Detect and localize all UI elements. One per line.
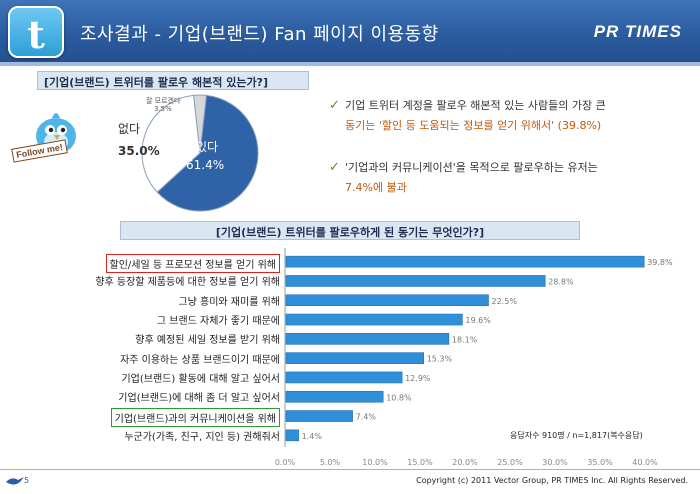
pie-slices xyxy=(141,94,259,212)
bar xyxy=(285,333,450,345)
x-tick-label: 10.0% xyxy=(362,458,388,467)
bar-value-label: 7.4% xyxy=(356,413,377,422)
category-label: 기업(브랜드) 활동에 대해 알고 싶어서 xyxy=(121,373,280,385)
page-number: 5 xyxy=(24,476,30,485)
pie-slice xyxy=(193,94,207,154)
bar-value-label: 39.8% xyxy=(647,258,673,267)
x-tick-label: 15.0% xyxy=(407,458,433,467)
check-icon: ✓ xyxy=(329,98,340,113)
category-label: 향후 예정된 세일 정보를 받기 위해 xyxy=(135,335,280,347)
note-2: ✓ '기업과의 커뮤니케이션'을 목적으로 팔로우하는 유저는 7.4%에 불과 xyxy=(329,158,598,198)
header-divider xyxy=(0,62,700,66)
x-tick-label: 30.0% xyxy=(542,458,568,467)
bar-value-label: 10.8% xyxy=(386,393,412,402)
pie-value-yes: 61.4% xyxy=(186,158,225,172)
bar-value-label: 1.4% xyxy=(302,432,323,441)
category-label: 기업(브랜드)에 대해 좀 더 알고 싶어서 xyxy=(118,393,280,405)
bar-value-label: 28.8% xyxy=(548,277,574,286)
check-icon: ✓ xyxy=(329,160,340,175)
category-label: 자주 이용하는 상품 브랜드이기 때문에 xyxy=(120,354,280,366)
category-label: 할인/세일 등 프로모션 정보를 얻기 위해 xyxy=(105,254,280,273)
category-label: 누군가(가족, 친구, 지인 등) 권해줘서 xyxy=(124,431,280,443)
page-title: 조사결과 - 기업(브랜드) Fan 페이지 이용동향 xyxy=(80,24,439,45)
category-label: 기업(브랜드)과의 커뮤니케이션을 위해 xyxy=(110,408,280,428)
header-band xyxy=(0,0,700,62)
note-1: ✓ 기업 트위터 계정을 팔로우 해본적 있는 사람들의 가장 큰 동기는 '할… xyxy=(329,96,606,136)
x-tick-label: 35.0% xyxy=(587,458,613,467)
twitter-logo-icon: t xyxy=(8,6,64,58)
pie-value-no: 35.0% xyxy=(118,144,160,158)
note-2-line1: '기업과의 커뮤니케이션'을 목적으로 팔로우하는 유저는 xyxy=(345,161,598,174)
motivation-bar-chart: 39.8% 28.8% 22.5% 19.6% 18.1% 15.3% 12.9% 10.8%… xyxy=(0,240,700,468)
bar-value-label: 19.6% xyxy=(465,316,491,325)
x-tick-label: 25.0% xyxy=(497,458,523,467)
pie-value-unknown: 3.5% xyxy=(154,105,172,113)
x-tick-label: 5.0% xyxy=(320,458,341,467)
twitter-logo-letter: t xyxy=(27,12,45,57)
copyright-text: Copyright (c) 2011 Vector Group, PR TIME… xyxy=(416,476,688,485)
bar xyxy=(285,255,645,268)
bar xyxy=(285,390,384,403)
pie-label-no: 없다 xyxy=(118,122,141,136)
sample-size-note: 응답자수 910명 / n=1,817(복수응답) xyxy=(510,431,643,440)
note-2-line2: 7.4%에 불과 xyxy=(345,181,407,194)
bar xyxy=(285,371,403,384)
category-label: 그냥 흥미와 재미를 위해 xyxy=(178,296,280,308)
pie-label-yes: 있다 xyxy=(196,140,219,154)
bar xyxy=(285,352,424,364)
bar xyxy=(285,429,299,442)
x-tick-label: 0.0% xyxy=(275,458,296,467)
bar-value-label: 22.5% xyxy=(492,297,518,306)
bar xyxy=(285,275,546,287)
pie-slice xyxy=(141,94,201,193)
x-tick-label: 40.0% xyxy=(632,458,658,467)
x-tick-label: 20.0% xyxy=(452,458,478,467)
bar xyxy=(285,294,489,307)
footer-divider xyxy=(0,469,700,470)
category-label: 향후 등장할 제품등에 대한 정보를 얻기 위해 xyxy=(95,277,280,289)
category-label: 그 브랜드 자체가 좋기 때문에 xyxy=(156,315,280,327)
bar-chart-svg: 39.8% 28.8% 22.5% 19.6% 18.1% 15.3% 12.9% 10.8%… xyxy=(275,248,673,467)
pie-label-unknown: 잘 모르겠다 xyxy=(146,97,181,105)
bar xyxy=(285,410,353,422)
question-2-title: [기업(브랜드) 트위터를 팔로우하게 된 동기는 무엇인가?] xyxy=(120,221,580,240)
question-1-title: [기업(브랜드) 트위터를 팔로우 해본적 있는가?] xyxy=(37,71,309,90)
note-1-line2: 동기는 '할인 등 도움되는 정보를 얻기 위해서' (39.8%) xyxy=(345,119,602,132)
bar xyxy=(285,313,463,326)
bar-value-label: 18.1% xyxy=(452,335,478,344)
brand-logo: PR TIMES xyxy=(593,22,682,41)
footer-bird-icon xyxy=(6,477,24,485)
bar-value-label: 15.3% xyxy=(427,355,453,364)
follow-pie-chart xyxy=(141,94,259,212)
note-1-line1: 기업 트위터 계정을 팔로우 해본적 있는 사람들의 가장 큰 xyxy=(345,99,606,112)
bar-value-label: 12.9% xyxy=(405,374,431,383)
pie-slice xyxy=(156,94,259,212)
